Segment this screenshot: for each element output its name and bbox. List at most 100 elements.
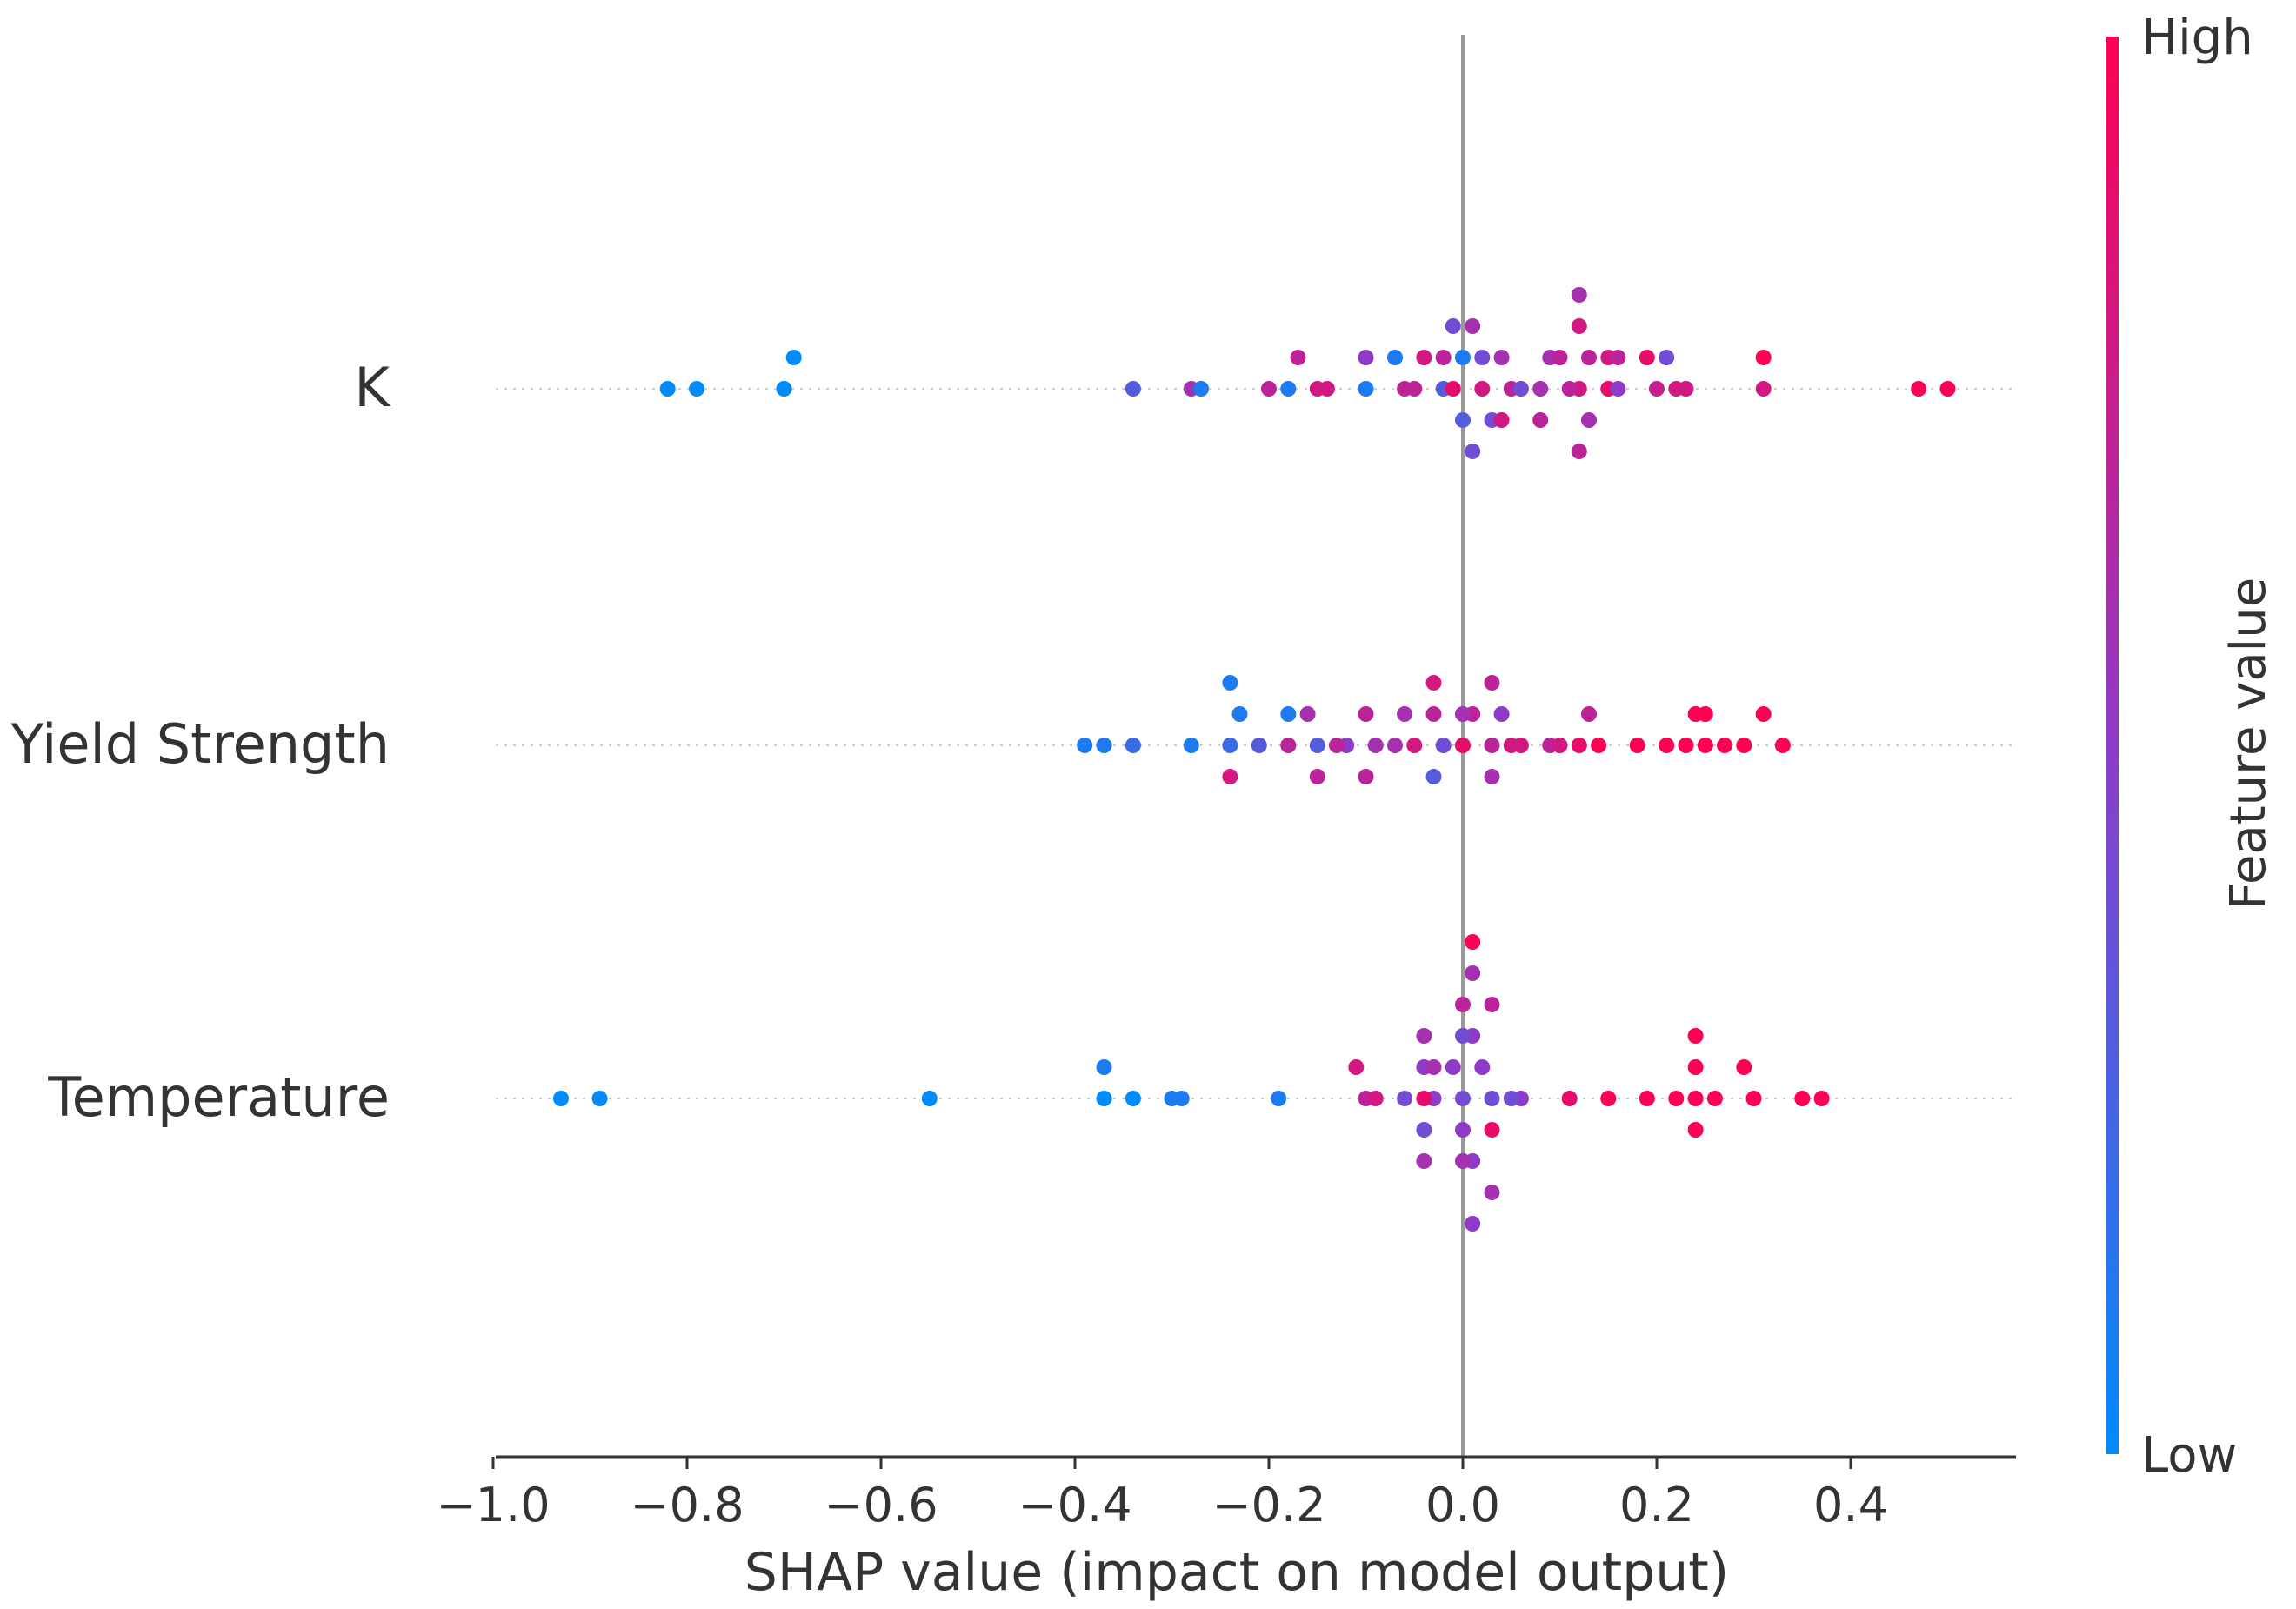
- shap-point: [1096, 738, 1112, 753]
- shap-point: [1552, 350, 1568, 365]
- x-tick-label: −0.6: [824, 1478, 938, 1532]
- x-tick-label: −0.8: [630, 1478, 744, 1532]
- x-tick-label: −0.2: [1211, 1478, 1325, 1532]
- shap-point: [1474, 350, 1491, 365]
- shap-point: [553, 1091, 569, 1106]
- shap-point: [1455, 1153, 1471, 1169]
- shap-point: [1397, 706, 1413, 722]
- shap-point: [689, 381, 705, 397]
- shap-point: [1755, 706, 1772, 722]
- shap-point: [1455, 706, 1471, 722]
- shap-point: [1299, 706, 1316, 722]
- shap-point: [1493, 412, 1510, 428]
- shap-point: [1755, 381, 1772, 397]
- shap-point: [591, 1091, 608, 1106]
- shap-point: [1629, 738, 1645, 753]
- shap-point: [1668, 1091, 1685, 1106]
- shap-point: [1445, 381, 1461, 397]
- shap-point: [1358, 381, 1374, 397]
- shap-point: [1416, 1153, 1432, 1169]
- shap-point: [1455, 1028, 1471, 1044]
- shap-point: [1455, 412, 1471, 428]
- shap-point: [1659, 738, 1675, 753]
- shap-point: [1706, 1091, 1723, 1106]
- shap-point: [1193, 381, 1209, 397]
- x-tick-label: 0.4: [1813, 1478, 1888, 1532]
- shap-point: [776, 381, 792, 397]
- shap-point: [1755, 350, 1772, 365]
- shap-point: [1512, 381, 1529, 397]
- shap-point: [1348, 1059, 1365, 1075]
- x-tick-label: 0.0: [1425, 1478, 1500, 1532]
- shap-point: [1125, 738, 1141, 753]
- shap-point: [1367, 1091, 1384, 1106]
- shap-point: [1358, 350, 1374, 365]
- shap-point: [1397, 381, 1413, 397]
- feature-label: K: [354, 356, 390, 419]
- shap-point: [1329, 738, 1345, 753]
- shap-point: [1736, 738, 1752, 753]
- shap-point: [1280, 381, 1297, 397]
- shap-point: [1571, 738, 1587, 753]
- shap-point: [1425, 769, 1442, 784]
- shap-point: [1465, 965, 1481, 981]
- shap-point: [1736, 1059, 1752, 1075]
- shap-point: [1571, 318, 1587, 334]
- shap-point: [1445, 1059, 1461, 1075]
- shap-point: [1474, 1059, 1491, 1075]
- feature-grid-lines: [496, 388, 2016, 1099]
- shap-point: [1532, 412, 1549, 428]
- shap-point: [1125, 381, 1141, 397]
- shap-point: [921, 1091, 938, 1106]
- shap-point: [1503, 738, 1519, 753]
- shap-point: [1309, 738, 1325, 753]
- shap-point: [1561, 1091, 1578, 1106]
- feature-label: Yield Strength: [10, 712, 390, 776]
- shap-point: [1271, 1091, 1287, 1106]
- shap-point: [1610, 350, 1626, 365]
- shap-point: [1416, 1122, 1432, 1138]
- shap-point: [1387, 738, 1403, 753]
- shap-point: [1591, 738, 1607, 753]
- shap-point: [1309, 769, 1325, 784]
- shap-point: [1251, 738, 1267, 753]
- shap-point: [1367, 738, 1384, 753]
- shap-point: [1600, 1091, 1617, 1106]
- shap-point: [1231, 706, 1248, 722]
- shap-point: [1416, 1028, 1432, 1044]
- colorbar: [2106, 37, 2119, 1454]
- shap-point: [1455, 1091, 1471, 1106]
- shap-point: [1484, 997, 1500, 1012]
- shap-point: [1639, 1091, 1655, 1106]
- shap-point: [1794, 1091, 1811, 1106]
- shap-point: [1687, 1059, 1704, 1075]
- shap-point: [1425, 675, 1442, 691]
- shap-point: [1455, 1122, 1471, 1138]
- shap-point: [1532, 381, 1549, 397]
- shap-point: [1697, 738, 1713, 753]
- shap-point: [1649, 381, 1665, 397]
- shap-point: [1077, 738, 1093, 753]
- shap-point: [1717, 738, 1732, 753]
- shap-point: [1484, 1122, 1500, 1138]
- shap-point: [1697, 706, 1713, 722]
- shap-point: [1318, 381, 1335, 397]
- shap-point: [1358, 769, 1374, 784]
- shap-point: [1484, 738, 1500, 753]
- shap-point: [1484, 1185, 1500, 1200]
- shap-point: [1096, 1091, 1112, 1106]
- shap-point: [1687, 1122, 1704, 1138]
- data-points: [553, 287, 1956, 1232]
- shap-point: [1581, 350, 1597, 365]
- shap-point: [1125, 1091, 1141, 1106]
- shap-point: [1406, 738, 1423, 753]
- shap-point: [1455, 350, 1471, 365]
- shap-point: [1639, 350, 1655, 365]
- shap-point: [1474, 381, 1491, 397]
- shap-point: [1183, 738, 1199, 753]
- shap-point: [1581, 412, 1597, 428]
- shap-point: [1571, 287, 1587, 303]
- feature-labels: K Yield Strength Temperature: [10, 356, 390, 1129]
- shap-point: [1939, 381, 1956, 397]
